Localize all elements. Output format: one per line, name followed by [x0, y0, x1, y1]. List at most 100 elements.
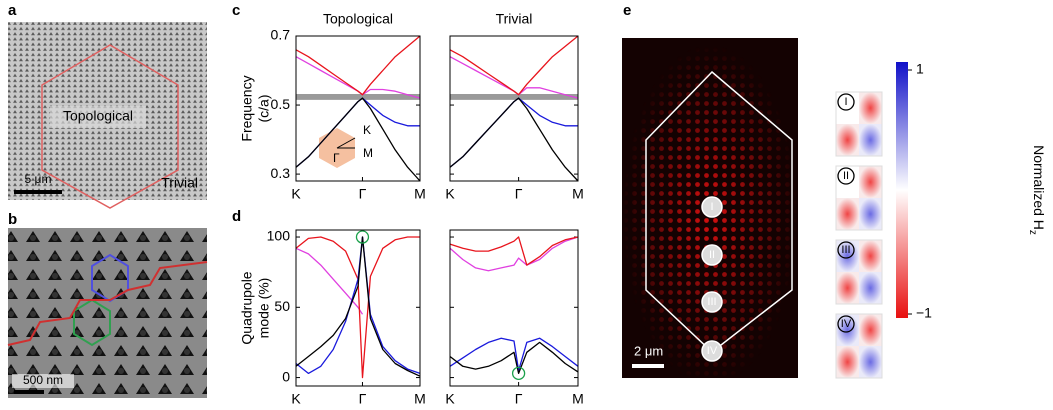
mode-label: II [843, 170, 849, 182]
panel-label: e [623, 2, 631, 19]
y-tick-label: 50 [274, 298, 290, 314]
panel-label: a [8, 2, 17, 19]
scale-label: 2 μm [634, 343, 663, 358]
panel-label: b [8, 211, 17, 228]
band-gap [450, 94, 578, 100]
series-line [295, 35, 421, 96]
mode-location [701, 196, 723, 218]
mode-location [701, 340, 723, 362]
x-tick-label: M [414, 391, 426, 407]
series-line [295, 236, 421, 377]
mode-location-label: III [707, 296, 716, 308]
x-tick-label: K [291, 186, 301, 202]
mode-quadrant [859, 272, 882, 304]
x-tick-label: Γ [515, 391, 523, 407]
scale-label: 500 nm [23, 373, 63, 387]
domain-boundary [41, 44, 179, 209]
mode-location [701, 244, 723, 266]
x-tick-label: K [445, 186, 455, 202]
y-tick-label: 0.3 [271, 165, 291, 181]
colorbar [896, 62, 908, 318]
y-axis-label: mode (%) [256, 278, 272, 339]
x-tick-label: M [572, 391, 584, 407]
axes-frame [295, 35, 421, 182]
mode-frame [835, 91, 883, 157]
bz-inset: K M Γ [319, 123, 373, 168]
mode-quadrant [859, 166, 882, 198]
interface [7, 261, 208, 346]
y-tick-label: 0.7 [271, 27, 291, 43]
panel-label: c [232, 2, 240, 19]
x-tick-label: M [572, 186, 584, 202]
x-tick-label: Γ [359, 391, 367, 407]
scale-label: 5 μm [25, 172, 52, 186]
inset-label: K [363, 123, 371, 137]
mode-location-label: IV [707, 345, 718, 357]
y-tick-label: 0 [282, 368, 290, 384]
x-tick-label: K [445, 391, 455, 407]
mode-location [701, 291, 723, 313]
y-axis-label: (c/a) [256, 95, 272, 123]
mode-location-label: II [709, 249, 715, 261]
series-line [449, 236, 579, 266]
mode-quadrant [859, 314, 882, 346]
x-tick-label: K [291, 391, 301, 407]
mode-frame [835, 165, 883, 231]
mode-frame [835, 239, 883, 305]
colorbar-tick-label: −1 [916, 305, 932, 321]
chart-title: Trivial [496, 11, 533, 27]
mode-marker [837, 167, 855, 185]
mode-marker [837, 93, 855, 111]
series-line [449, 97, 578, 168]
colorbar-label-sub: z [1027, 230, 1038, 235]
highlight-circle [355, 230, 370, 244]
mode-label: IV [841, 318, 852, 330]
label-bg [12, 374, 74, 388]
y-axis-label: Quadrupole [239, 271, 255, 344]
series-line [449, 35, 579, 96]
axes-frame [295, 229, 421, 387]
series-line [295, 97, 420, 168]
mode-quadrant [859, 346, 882, 378]
mode-quadrant [836, 124, 859, 156]
series-line [449, 337, 579, 372]
series-line [449, 236, 579, 272]
inset-label: Γ [333, 151, 340, 165]
mode-location-label: I [710, 201, 713, 213]
region-label: Topological [63, 108, 133, 124]
panel-label: d [232, 208, 241, 225]
mode-quadrant [859, 92, 882, 124]
axes-frame [449, 35, 579, 182]
mode-frame [835, 313, 883, 379]
series-line [449, 97, 579, 182]
y-axis-label: Frequency [239, 75, 255, 141]
mode-quadrant [859, 240, 882, 272]
x-tick-label: Γ [359, 186, 367, 202]
inset-label: M [363, 146, 373, 160]
mode-quadrant [836, 272, 859, 304]
mode-quadrant [836, 198, 859, 230]
mode-marker [837, 241, 855, 259]
series-line [295, 97, 421, 182]
axes-frame [449, 229, 579, 387]
mode-label: I [844, 96, 847, 108]
colorbar-label-text: Normalized H [1031, 145, 1047, 230]
y-tick-label: 0.5 [271, 96, 291, 112]
series-line [295, 247, 364, 315]
mode-marker [837, 315, 855, 333]
colorbar-label: Normalized Hz [1027, 145, 1047, 235]
highlight-circle [511, 366, 526, 381]
series-line [295, 236, 420, 379]
x-tick-label: M [414, 186, 426, 202]
chart-title: Topological [323, 11, 393, 27]
colorbar-tick-label: 1 [916, 61, 924, 77]
mode-quadrant [859, 124, 882, 156]
x-tick-label: Γ [515, 186, 523, 202]
series-line [295, 236, 421, 375]
label-bg [50, 106, 146, 128]
mode-quadrant [836, 346, 859, 378]
region-label: Trivial [161, 175, 198, 191]
band-gap [296, 94, 420, 100]
